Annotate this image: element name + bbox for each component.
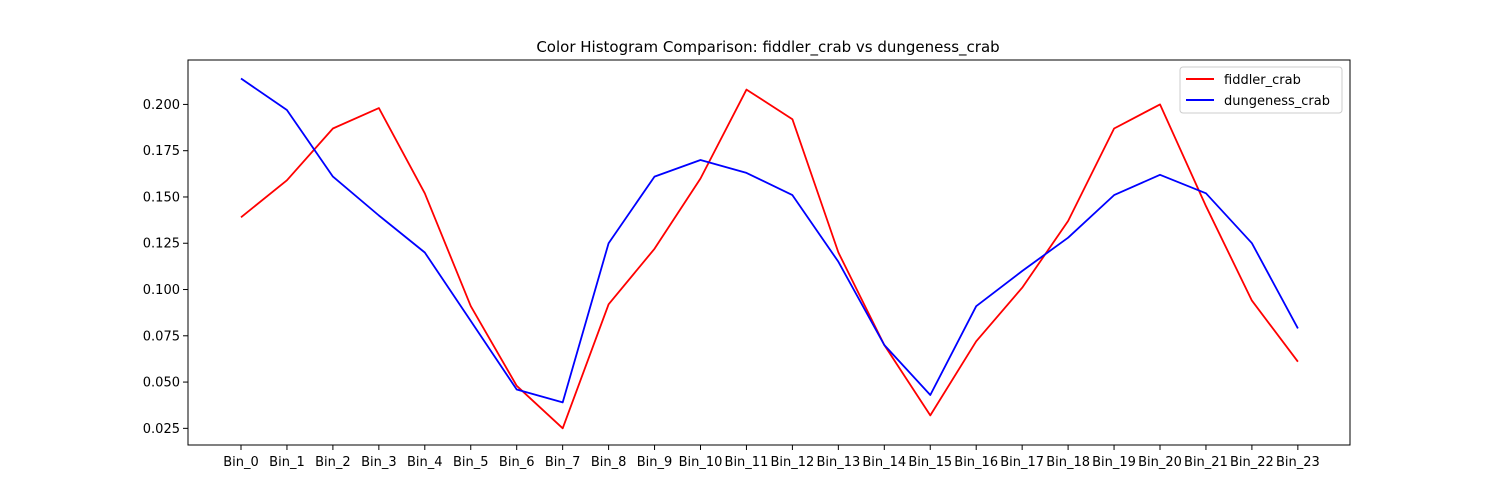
y-tick-label: 0.075 — [143, 329, 180, 344]
x-tick-label: Bin_7 — [545, 455, 581, 470]
x-tick-label: Bin_5 — [453, 455, 489, 470]
legend-label-dungeness-crab: dungeness_crab — [1224, 94, 1330, 109]
series-line-dungeness-crab — [240, 77, 1299, 404]
x-tick-label: Bin_20 — [1138, 455, 1182, 470]
x-tick-label: Bin_18 — [1046, 455, 1090, 470]
x-tick-label: Bin_9 — [637, 455, 673, 470]
y-tick-label: 0.100 — [143, 283, 180, 298]
x-tick-label: Bin_16 — [954, 455, 998, 470]
x-tick-label: Bin_15 — [908, 455, 952, 470]
x-tick-label: Bin_12 — [770, 455, 814, 470]
x-tick-label: Bin_6 — [499, 455, 535, 470]
x-tick-label: Bin_17 — [1000, 455, 1044, 470]
y-tick-label: 0.150 — [143, 190, 180, 205]
x-tick-label: Bin_23 — [1276, 455, 1320, 470]
x-tick-label: Bin_13 — [816, 455, 860, 470]
x-tick-label: Bin_10 — [679, 455, 723, 470]
y-tick-label: 0.050 — [143, 376, 180, 391]
x-tick-label: Bin_1 — [269, 455, 305, 470]
x-tick-label: Bin_3 — [361, 455, 397, 470]
y-tick-label: 0.175 — [143, 144, 180, 159]
x-tick-label: Bin_14 — [862, 455, 906, 470]
legend: fiddler_crab dungeness_crab — [1179, 66, 1343, 114]
x-tick-label: Bin_0 — [223, 455, 259, 470]
x-tick-label: Bin_4 — [407, 455, 443, 470]
x-tick-label: Bin_2 — [315, 455, 351, 470]
x-tick-label: Bin_22 — [1230, 455, 1274, 470]
chart-title: Color Histogram Comparison: fiddler_crab… — [536, 38, 999, 57]
x-tick-label: Bin_11 — [725, 455, 769, 470]
y-axis: 0.025 0.050 0.075 0.100 0.125 0.150 0.175 0.200 — [143, 98, 188, 437]
x-tick-label: Bin_21 — [1184, 455, 1228, 470]
y-tick-label: 0.025 — [143, 422, 180, 437]
plot-area — [187, 59, 1351, 446]
y-tick-label: 0.200 — [143, 98, 180, 113]
x-axis: Bin_0 Bin_1 Bin_2 Bin_3 Bin_4 Bin_5 Bin_6 Bin_7… — [223, 445, 1320, 470]
y-tick-label: 0.125 — [143, 237, 180, 252]
legend-label-fiddler-crab: fiddler_crab — [1224, 73, 1301, 88]
series-layer — [240, 77, 1299, 430]
legend-box — [1179, 66, 1343, 114]
series-line-fiddler-crab — [240, 88, 1299, 430]
x-tick-label: Bin_8 — [591, 455, 627, 470]
x-tick-label: Bin_19 — [1092, 455, 1136, 470]
